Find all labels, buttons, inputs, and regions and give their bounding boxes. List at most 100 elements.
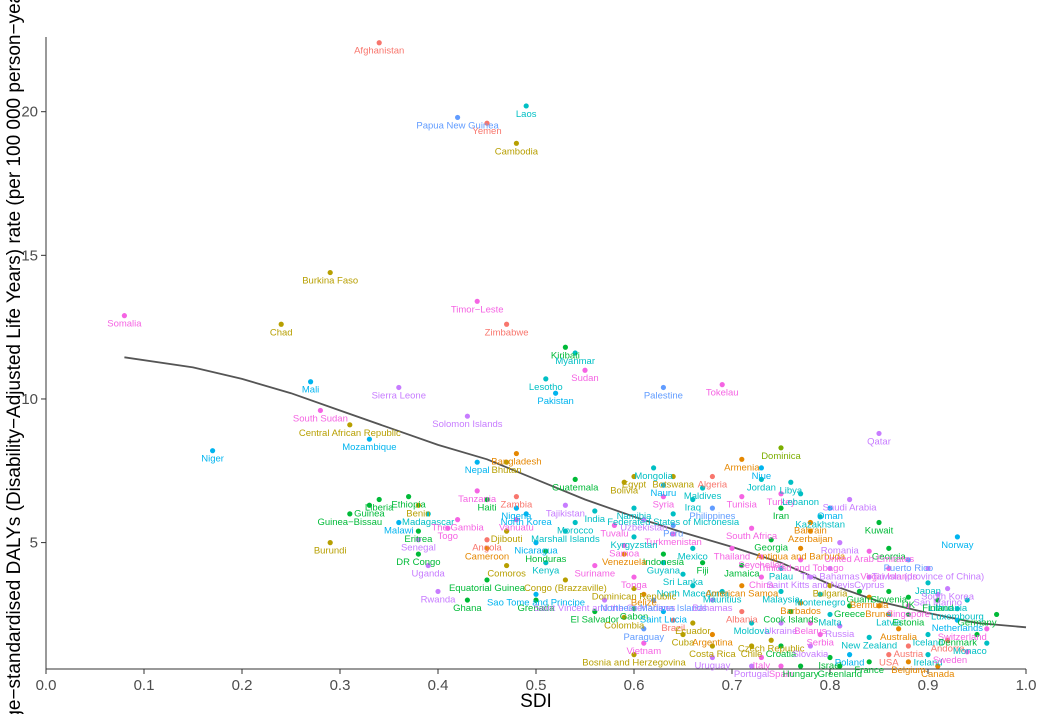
- data-point: [660, 551, 667, 557]
- data-point: [425, 562, 431, 569]
- data-point: [709, 505, 716, 511]
- data-label: Botswana: [652, 480, 694, 491]
- data-point: [817, 631, 823, 638]
- data-point: [533, 591, 539, 597]
- data-point: [513, 494, 520, 500]
- data-point: [847, 652, 853, 658]
- data-point: [543, 548, 549, 554]
- data-point: [866, 548, 872, 554]
- data-label: South Korea: [921, 592, 975, 603]
- data-label: Samoa: [609, 548, 640, 559]
- data-label: Greenland: [818, 669, 862, 680]
- data-point: [347, 511, 353, 517]
- data-label: Tajikistan: [546, 508, 585, 519]
- data-label: Grenada: [518, 603, 556, 614]
- data-label: Cook Islands: [763, 615, 818, 626]
- data-label: Suriname: [574, 569, 615, 580]
- data-point: [847, 496, 853, 503]
- x-tick-label: 0.7: [722, 677, 743, 694]
- y-tick-label: 10: [21, 391, 38, 408]
- data-point: [435, 588, 441, 595]
- data-point: [807, 620, 814, 626]
- data-label: Liberia: [365, 503, 394, 514]
- data-label: Latvia: [876, 617, 902, 628]
- data-point: [670, 531, 676, 537]
- data-label: Marshall Islands: [531, 534, 600, 545]
- data-point: [905, 643, 912, 649]
- data-label: Albania: [726, 615, 758, 626]
- data-label: Syria: [653, 500, 675, 511]
- data-label: Chad: [270, 327, 293, 338]
- data-point: [749, 643, 755, 649]
- data-label: Cuba: [672, 638, 695, 649]
- data-point: [827, 583, 833, 589]
- data-label: Burkina Faso: [302, 276, 358, 287]
- data-point: [347, 422, 353, 428]
- data-label: United Arab Emirates: [824, 554, 914, 565]
- x-tick-label: 0.5: [526, 677, 547, 694]
- data-point: [680, 631, 686, 638]
- data-label: Costa Rica: [689, 649, 736, 660]
- data-label: Ukraine: [765, 626, 798, 637]
- data-point: [876, 519, 882, 526]
- data-point: [543, 376, 549, 382]
- data-label: Malaysia: [762, 594, 800, 605]
- data-label: Paraguay: [623, 632, 664, 643]
- data-point: [886, 588, 892, 595]
- data-label: Greece: [834, 609, 865, 620]
- data-point: [523, 511, 529, 517]
- data-label: Sudan: [571, 373, 598, 384]
- data-label: Monaco: [953, 646, 987, 657]
- data-label: Jamaica: [724, 569, 760, 580]
- data-label: South Africa: [726, 531, 778, 542]
- data-label: Madagascar: [402, 517, 454, 528]
- data-label: India: [584, 514, 605, 525]
- data-point: [945, 585, 951, 592]
- axes: 0.0 0.1 0.2 0.3 0.4 0.5 0.6 0.7 0.8 0.9 1.0 5 10 15 20: [21, 37, 1036, 694]
- data-point: [572, 476, 578, 482]
- data-point: [719, 382, 725, 388]
- data-label: Singapore: [887, 609, 930, 620]
- data-label: Bangladesh: [491, 457, 541, 468]
- data-label: Oman: [817, 511, 843, 522]
- data-point: [631, 585, 637, 592]
- data-point: [905, 594, 912, 600]
- data-label: Bulgaria: [813, 589, 849, 600]
- data-point: [670, 473, 676, 480]
- data-point: [758, 574, 765, 580]
- data-label: Myanmar: [555, 356, 595, 367]
- data-label: Iran: [773, 511, 789, 522]
- data-point: [768, 637, 774, 643]
- data-point: [788, 608, 794, 615]
- data-point: [504, 321, 510, 327]
- data-point: [778, 588, 784, 595]
- data-label: Vietnam: [626, 646, 661, 657]
- data-point: [366, 502, 372, 508]
- data-label: Niue: [752, 471, 772, 482]
- data-point: [768, 537, 774, 543]
- data-label: Belarus: [794, 626, 826, 637]
- data-point: [866, 574, 872, 580]
- data-label: Saint Vincent and the Grenadines: [534, 603, 676, 614]
- data-label: Afghanistan: [354, 46, 404, 57]
- data-point: [366, 436, 372, 442]
- data-label: Colombia: [604, 620, 645, 631]
- data-label: Israel: [818, 661, 841, 672]
- data-label: Ecuador: [675, 626, 710, 637]
- data-label: Kyrgyzstan: [611, 540, 658, 551]
- data-label: Bahrain: [794, 525, 827, 536]
- data-label: Bhutan: [492, 465, 522, 476]
- data-label: San Marino: [914, 597, 963, 608]
- data-point: [592, 608, 598, 615]
- data-point: [807, 574, 814, 580]
- data-label: North Macedonia: [657, 589, 730, 600]
- data-label: The Bahamas: [800, 571, 859, 582]
- data-label: Zambia: [501, 500, 533, 511]
- data-label: Portugal: [734, 669, 769, 680]
- data-label: Netherlands: [932, 623, 983, 634]
- data-point: [592, 508, 598, 514]
- data-point: [886, 611, 892, 618]
- data-point: [935, 663, 941, 669]
- data-label: Mali: [302, 385, 319, 396]
- data-point: [739, 608, 745, 615]
